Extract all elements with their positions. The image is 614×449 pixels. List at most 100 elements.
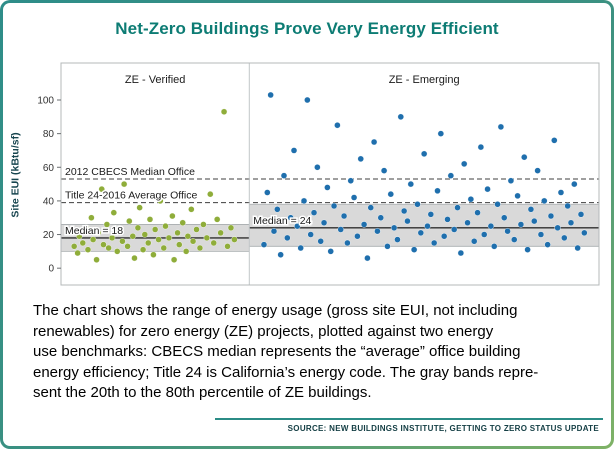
y-axis-label-text: Site EUI (kBtu/sf) [10, 132, 22, 218]
data-point [374, 227, 381, 235]
data-point [227, 224, 235, 232]
data-point [471, 238, 478, 245]
data-point [95, 229, 102, 237]
data-point [531, 217, 538, 225]
data-point [165, 234, 173, 242]
data-point [514, 192, 521, 200]
data-point [317, 238, 324, 245]
data-point [179, 219, 186, 226]
data-point [231, 236, 238, 243]
chart-title: Net-Zero Buildings Prove Very Energy Eff… [115, 19, 499, 38]
data-point [129, 233, 136, 240]
data-point [150, 251, 157, 258]
data-point [220, 108, 228, 115]
data-point [394, 236, 401, 243]
data-point [76, 233, 83, 240]
data-point [280, 172, 288, 179]
y-tick-label: 0 [48, 264, 54, 275]
data-point [320, 219, 328, 226]
data-point [464, 219, 471, 226]
data-point [136, 204, 143, 211]
data-point [108, 234, 116, 242]
data-point [119, 238, 126, 245]
data-point [360, 221, 368, 228]
data-point [541, 197, 548, 205]
data-point [114, 248, 121, 255]
data-point [207, 190, 214, 198]
data-point [551, 137, 558, 144]
caption-line: use benchmarks: CBECS median represents … [33, 343, 521, 360]
data-point [294, 222, 301, 230]
data-point [410, 246, 418, 253]
data-point [287, 214, 294, 221]
data-point [554, 224, 561, 232]
data-point [390, 224, 398, 232]
data-point [290, 147, 298, 154]
data-point [484, 185, 491, 193]
data-point [547, 212, 555, 220]
data-point [561, 234, 568, 242]
data-point [224, 243, 231, 250]
caption: The chart shows the range of energy usag… [33, 301, 589, 404]
data-point [124, 243, 131, 250]
data-point [347, 177, 354, 184]
data-point [467, 196, 475, 203]
data-point [501, 214, 508, 221]
data-point [454, 204, 461, 211]
data-point [517, 221, 525, 228]
data-point [139, 246, 147, 253]
data-point [527, 206, 535, 213]
y-tick-label: 40 [43, 196, 55, 207]
data-point [367, 204, 374, 211]
data-point [277, 251, 284, 258]
data-point [304, 96, 311, 104]
median-label: Median = 24 [253, 215, 311, 227]
data-point [380, 167, 388, 174]
data-point [169, 212, 176, 220]
data-point [557, 189, 565, 196]
data-point [105, 244, 112, 252]
data-point [126, 217, 133, 225]
y-tick-label: 60 [43, 163, 55, 174]
caption-line: sent the 20th to the 80th percentile of … [33, 384, 372, 401]
data-point [145, 239, 152, 247]
data-point [146, 216, 154, 223]
data-point [344, 239, 351, 247]
data-point [174, 229, 181, 237]
data-point [487, 222, 495, 230]
data-point [434, 187, 441, 195]
y-tick-label: 80 [43, 129, 55, 140]
data-point [511, 236, 518, 243]
data-point [407, 180, 415, 188]
data-point [574, 244, 581, 252]
data-point [162, 222, 169, 230]
data-point [350, 194, 358, 201]
data-point [457, 249, 465, 257]
data-point [477, 143, 485, 151]
data-point [507, 177, 515, 184]
source-text: SOURCE: NEW BUILDINGS INSTITUTE, GETTING… [287, 424, 599, 433]
data-point [474, 209, 481, 216]
data-point [131, 254, 138, 262]
panel-header: ZE - Emerging [389, 74, 460, 86]
data-point [334, 122, 341, 129]
data-point [314, 164, 321, 171]
chart-area: Site EUI (kBtu/sf) 2012 CBECS Median Off… [9, 55, 607, 295]
data-point [189, 238, 197, 245]
data-point [424, 222, 431, 230]
data-point [70, 243, 78, 250]
percentile-band [249, 204, 600, 247]
data-point [260, 241, 268, 248]
data-point [155, 236, 162, 243]
data-point [491, 243, 498, 250]
data-point [98, 185, 105, 193]
data-point [203, 234, 211, 242]
data-point [340, 212, 348, 220]
card: Net-Zero Buildings Prove Very Energy Eff… [3, 3, 611, 446]
data-point [89, 236, 97, 243]
data-point [450, 226, 458, 233]
data-point [427, 211, 435, 218]
data-point [481, 231, 488, 238]
data-point [370, 138, 378, 146]
data-point [103, 221, 111, 228]
